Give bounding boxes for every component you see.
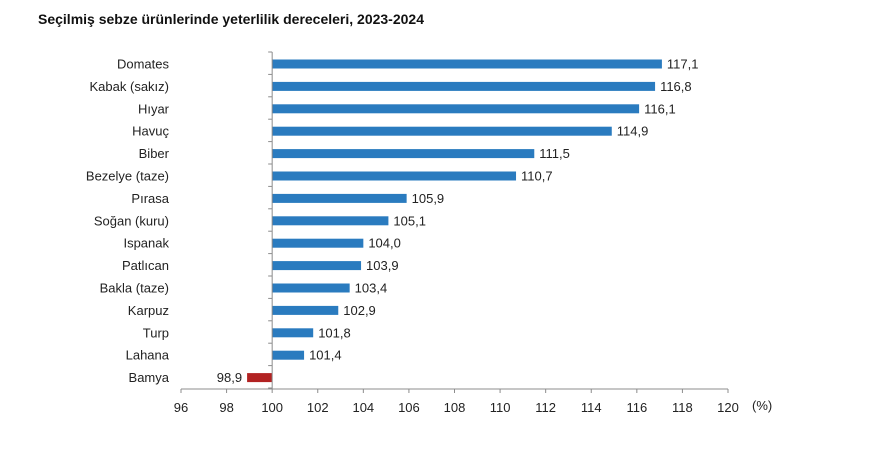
value-label: 102,9 — [343, 303, 376, 318]
category-label: Bezelye (taze) — [86, 169, 169, 184]
category-label: Hıyar — [138, 101, 170, 116]
unit-label: (%) — [752, 398, 772, 413]
bar — [272, 193, 407, 203]
x-tick-label: 114 — [581, 400, 602, 415]
bar — [272, 126, 612, 136]
x-tick-label: 96 — [174, 400, 188, 415]
category-label: Domates — [117, 57, 170, 72]
bar — [272, 149, 535, 159]
value-label: 116,1 — [644, 101, 676, 116]
value-label: 104,0 — [368, 236, 401, 251]
bar — [272, 328, 314, 338]
bar — [272, 305, 339, 315]
bars-group — [247, 59, 662, 383]
x-tick-label: 100 — [261, 400, 283, 415]
category-label: Lahana — [126, 348, 170, 363]
x-tick-label: 106 — [398, 400, 420, 415]
value-label: 114,9 — [617, 124, 649, 139]
category-label: Patlıcan — [122, 258, 169, 273]
bar — [272, 104, 640, 114]
chart-title: Seçilmiş sebze ürünlerinde yeterlilik de… — [38, 11, 424, 27]
value-label: 98,9 — [217, 370, 242, 385]
x-tick-label: 112 — [535, 400, 556, 415]
value-label: 103,9 — [366, 258, 399, 273]
value-label: 105,9 — [412, 191, 445, 206]
x-tick-label: 102 — [307, 400, 329, 415]
bar — [272, 261, 362, 271]
category-label: Kabak (sakız) — [90, 79, 169, 94]
x-tick-label: 110 — [490, 400, 511, 415]
category-label: Havuç — [132, 124, 169, 139]
bar — [272, 59, 662, 69]
category-label: Bakla (taze) — [100, 281, 169, 296]
axis-group — [180, 51, 729, 393]
value-label: 105,1 — [393, 213, 426, 228]
bar — [272, 216, 389, 226]
category-label: Pırasa — [131, 191, 169, 206]
x-tick-label: 118 — [672, 400, 693, 415]
labels-group: Domates 117,1 Kabak (sakız) 116,8 Hıyar 116,1… — [86, 57, 772, 416]
bar — [272, 238, 364, 248]
bar — [272, 350, 305, 360]
category-label: Biber — [139, 146, 170, 161]
bar — [272, 81, 656, 91]
category-label: Soğan (kuru) — [94, 213, 169, 228]
bar — [272, 283, 350, 293]
x-tick-label: 98 — [219, 400, 233, 415]
category-label: Turp — [143, 325, 169, 340]
x-tick-label: 120 — [717, 400, 739, 415]
bar — [247, 373, 273, 383]
value-label: 101,8 — [318, 325, 351, 340]
value-label: 111,5 — [539, 146, 570, 161]
x-tick-label: 108 — [444, 400, 466, 415]
category-label: Bamya — [129, 370, 170, 385]
value-label: 101,4 — [309, 348, 342, 363]
x-tick-label: 104 — [352, 400, 374, 415]
value-label: 110,7 — [521, 169, 553, 184]
value-label: 117,1 — [667, 57, 699, 72]
x-tick-label: 116 — [626, 400, 647, 415]
value-label: 116,8 — [660, 79, 692, 94]
bar — [272, 171, 517, 181]
category-label: Ispanak — [123, 236, 169, 251]
value-label: 103,4 — [355, 281, 388, 296]
category-label: Karpuz — [128, 303, 169, 318]
